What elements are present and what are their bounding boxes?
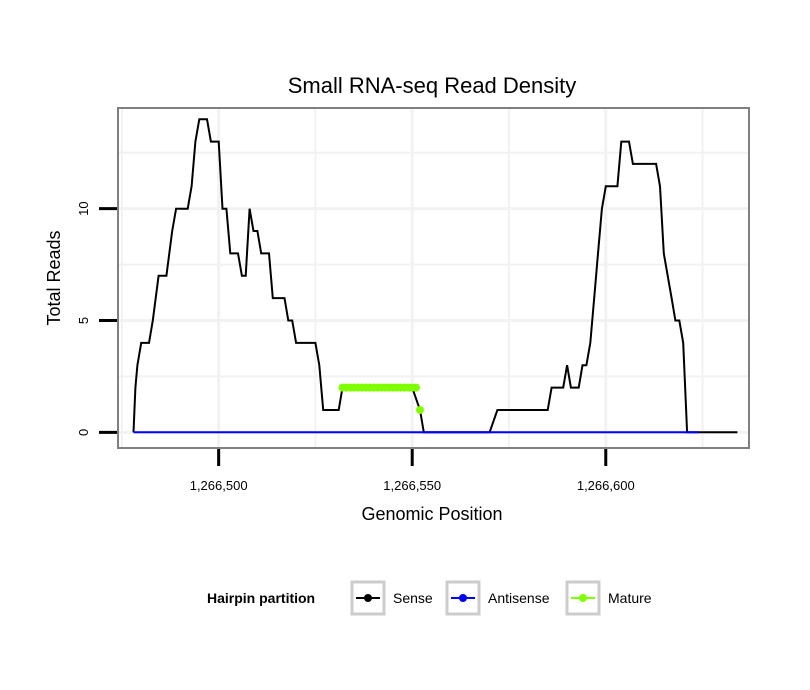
legend: Hairpin partition Sense Antisense Mature	[207, 580, 652, 616]
legend-item-sense: Sense	[350, 580, 433, 616]
legend-item-mature: Mature	[565, 580, 652, 616]
series-mature	[338, 383, 424, 414]
plot-panel-border	[117, 107, 750, 449]
y-tick-label: 5	[76, 317, 91, 324]
x-tick-label: 1,266,600	[577, 478, 635, 493]
x-axis-title: Genomic Position	[361, 504, 502, 524]
legend-label: Sense	[393, 590, 433, 606]
legend-label: Mature	[608, 590, 652, 606]
y-axis-title: Total Reads	[44, 230, 64, 325]
data-point	[412, 383, 421, 392]
y-tick-label: 10	[76, 201, 91, 215]
legend-item-antisense: Antisense	[445, 580, 550, 616]
legend-key-dot	[579, 594, 587, 602]
series-layer	[132, 118, 738, 434]
legend-key-dot	[459, 594, 467, 602]
series-sense	[132, 118, 738, 434]
legend-key-dot	[364, 594, 372, 602]
x-tick-label: 1,266,550	[383, 478, 441, 493]
legend-label: Antisense	[488, 590, 550, 606]
grid-lines	[118, 108, 749, 448]
x-tick-label: 1,266,500	[190, 478, 248, 493]
legend-title: Hairpin partition	[207, 590, 315, 606]
series-line	[132, 118, 738, 434]
axes: 1,266,500 1,266,550 1,266,600 0 5 10	[76, 201, 635, 493]
chart-title: Small RNA-seq Read Density	[288, 73, 577, 98]
y-tick-label: 0	[76, 429, 91, 436]
data-point	[415, 405, 424, 414]
